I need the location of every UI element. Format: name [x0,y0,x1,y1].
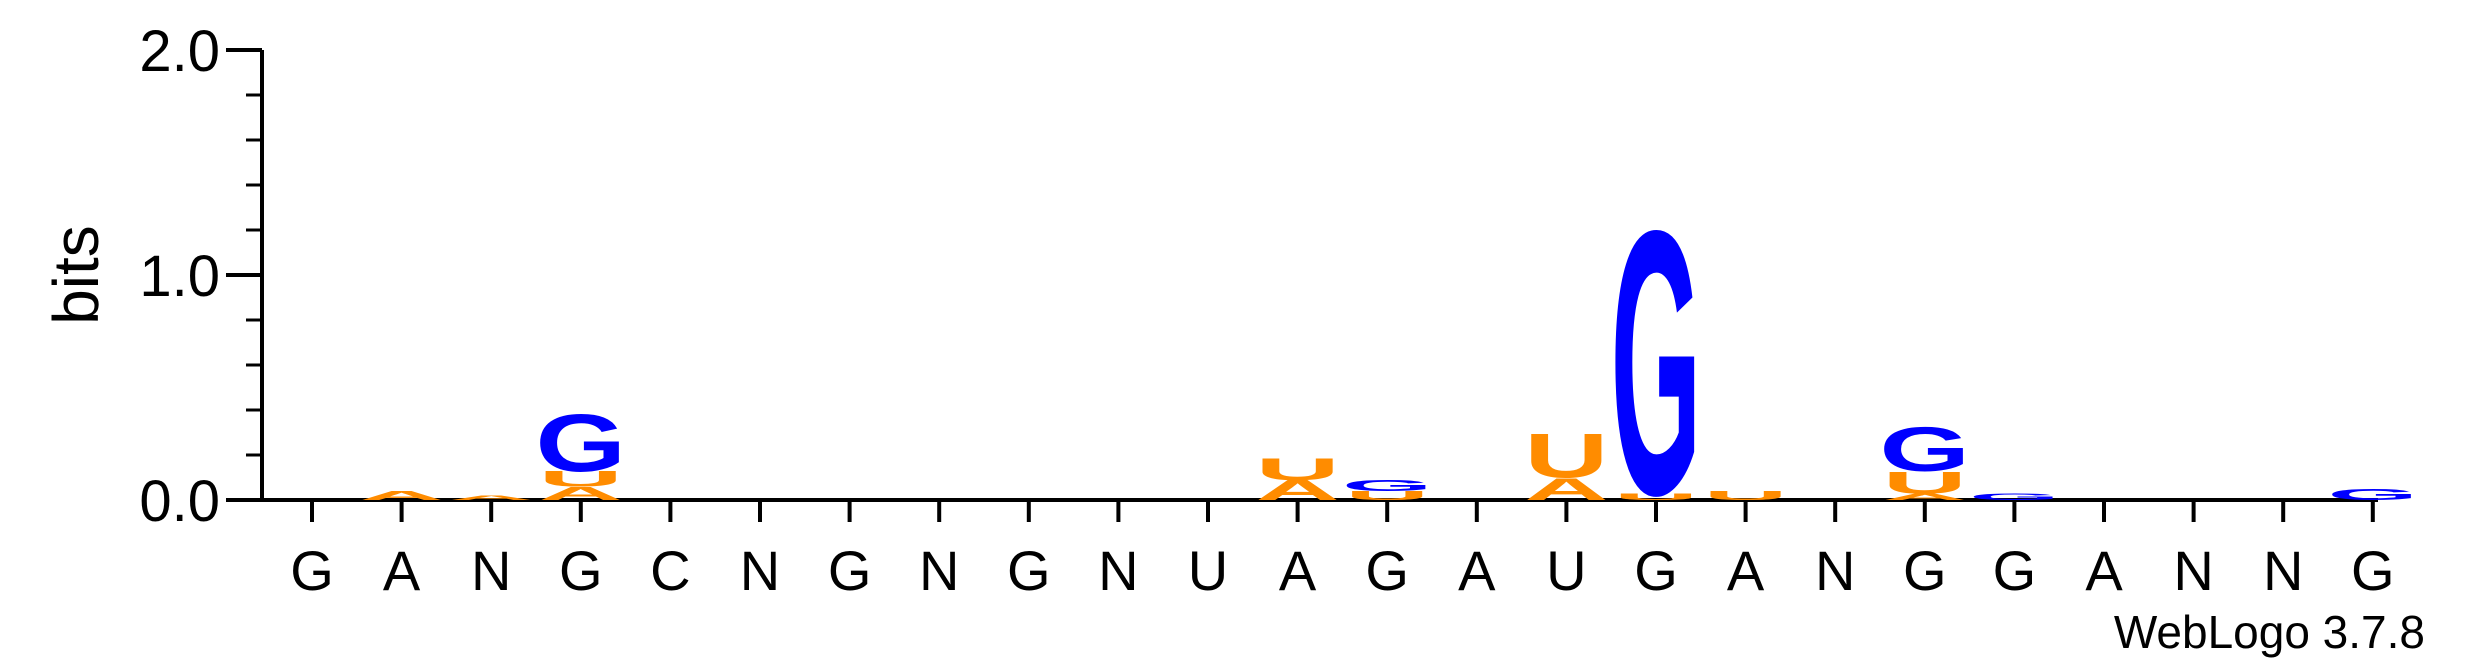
logo-letter-G: G [1342,477,1433,495]
x-tick-label: N [1098,539,1138,602]
x-tick-label: G [1365,539,1409,602]
logo-letter-U: U [1345,489,1429,503]
weblogo-credit: WebLogo 3.7.8 [2114,606,2425,658]
x-tick-label: A [2085,539,2123,602]
y-ticks: 0.0 1.0 2.0 [139,19,262,534]
x-tick-label: G [2351,539,2395,602]
logo-letter-A: A [1255,474,1339,506]
logo-letter-U: U [539,467,623,492]
x-tick-label: N [2263,539,2303,602]
x-tick-label: N [2173,539,2213,602]
logo-letter-G: G [2327,486,2418,504]
x-tick-label: U [1188,539,1228,602]
logo-letter-A: A [1883,491,1967,502]
x-tick-label: A [1279,539,1317,602]
x-tick-label: C [650,539,690,602]
logo-letter-A: A [539,483,623,504]
x-tick-label: G [1634,539,1678,602]
y-tick-label: 2.0 [139,19,220,84]
y-axis-label: bits [40,225,112,325]
logo-letter-A: A [359,489,443,503]
x-tick-label: G [1903,539,1947,602]
x-tick-label: G [290,539,334,602]
logo-letter-A: A [1524,472,1608,507]
x-tick-label: U [1546,539,1586,602]
logo-letter-A: A [449,494,533,501]
x-tick-label: N [919,539,959,602]
x-tick-label: N [1815,539,1855,602]
logo-letter-U: U [1703,489,1787,503]
x-tick-label: A [1458,539,1496,602]
x-tick-label: G [828,539,872,602]
x-tick-label: N [740,539,780,602]
x-tick-label: G [1007,539,1051,602]
logo-letter-U: U [1255,452,1339,487]
logo-letter-G: G [1969,491,2060,502]
logo-letter-G: G [535,398,626,489]
x-tick-label: A [383,539,421,602]
y-tick-label: 1.0 [139,244,220,309]
logo-letter-U: U [1524,420,1608,490]
logo-letter-G: G [1611,153,1702,575]
x-tick-label: N [471,539,511,602]
logo-letter-U: U [1883,465,1967,500]
y-axis: 0.0 1.0 2.0 bits [40,19,264,534]
logo-letter-U: U [1614,491,1698,502]
x-tick-label: A [1727,539,1765,602]
x-tick-label: G [1993,539,2037,602]
x-tick-label: G [559,539,603,602]
y-tick-label: 0.0 [139,469,220,534]
logo-letter-G: G [1879,414,1970,484]
